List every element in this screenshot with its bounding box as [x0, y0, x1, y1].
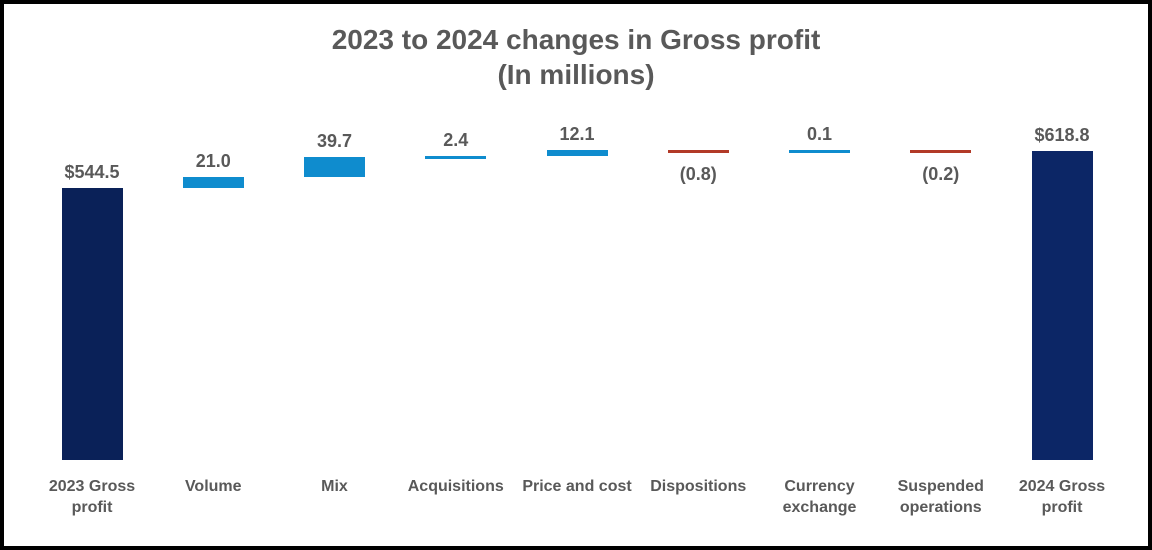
waterfall-bar-decrease [910, 150, 972, 153]
bar-value-label: 2.4 [443, 130, 469, 150]
bar-value-label: 0.1 [806, 124, 833, 144]
category-label: Dispositions [650, 478, 747, 495]
bar-value-label: (0.2) [922, 164, 960, 184]
waterfall-bar-increase [546, 150, 608, 156]
category-label: Acquisitions [407, 478, 504, 495]
chart-header: 2023 to 2024 changes in Gross profit (In… [4, 22, 1148, 92]
waterfall-bar-increase [182, 177, 244, 188]
waterfall-bar-total [1031, 151, 1093, 460]
category-label: 2024 Gross profit [1018, 478, 1106, 516]
category-label: Price and cost [522, 478, 632, 495]
waterfall-bar-increase [789, 150, 850, 153]
category-label: Volume [184, 478, 242, 495]
bar-value-label: $544.5 [64, 162, 120, 182]
chart-subtitle: (In millions) [497, 59, 655, 90]
bar-value-label: 39.7 [316, 131, 353, 151]
bar-value-label: 21.0 [195, 151, 231, 171]
waterfall-bar-increase [304, 157, 365, 177]
category-label: 2023 Gross profit [48, 478, 136, 516]
waterfall-bar-decrease [667, 150, 729, 153]
bar-value-label: $618.8 [1034, 125, 1090, 145]
category-label: Currency exchange [782, 478, 857, 516]
waterfall-bar-total [61, 188, 123, 460]
bar-value-label: 12.1 [559, 124, 595, 144]
category-label: Mix [321, 478, 348, 495]
category-label: Suspended operations [897, 478, 984, 516]
plot-area: $544.5 2023 Gross profit 21.0 Volume 39.7 Mix… [4, 4, 1148, 546]
chart-title: 2023 to 2024 changes in Gross profit [331, 24, 821, 55]
bar-value-label: (0.8) [679, 164, 717, 184]
waterfall-bar-increase [425, 156, 487, 159]
